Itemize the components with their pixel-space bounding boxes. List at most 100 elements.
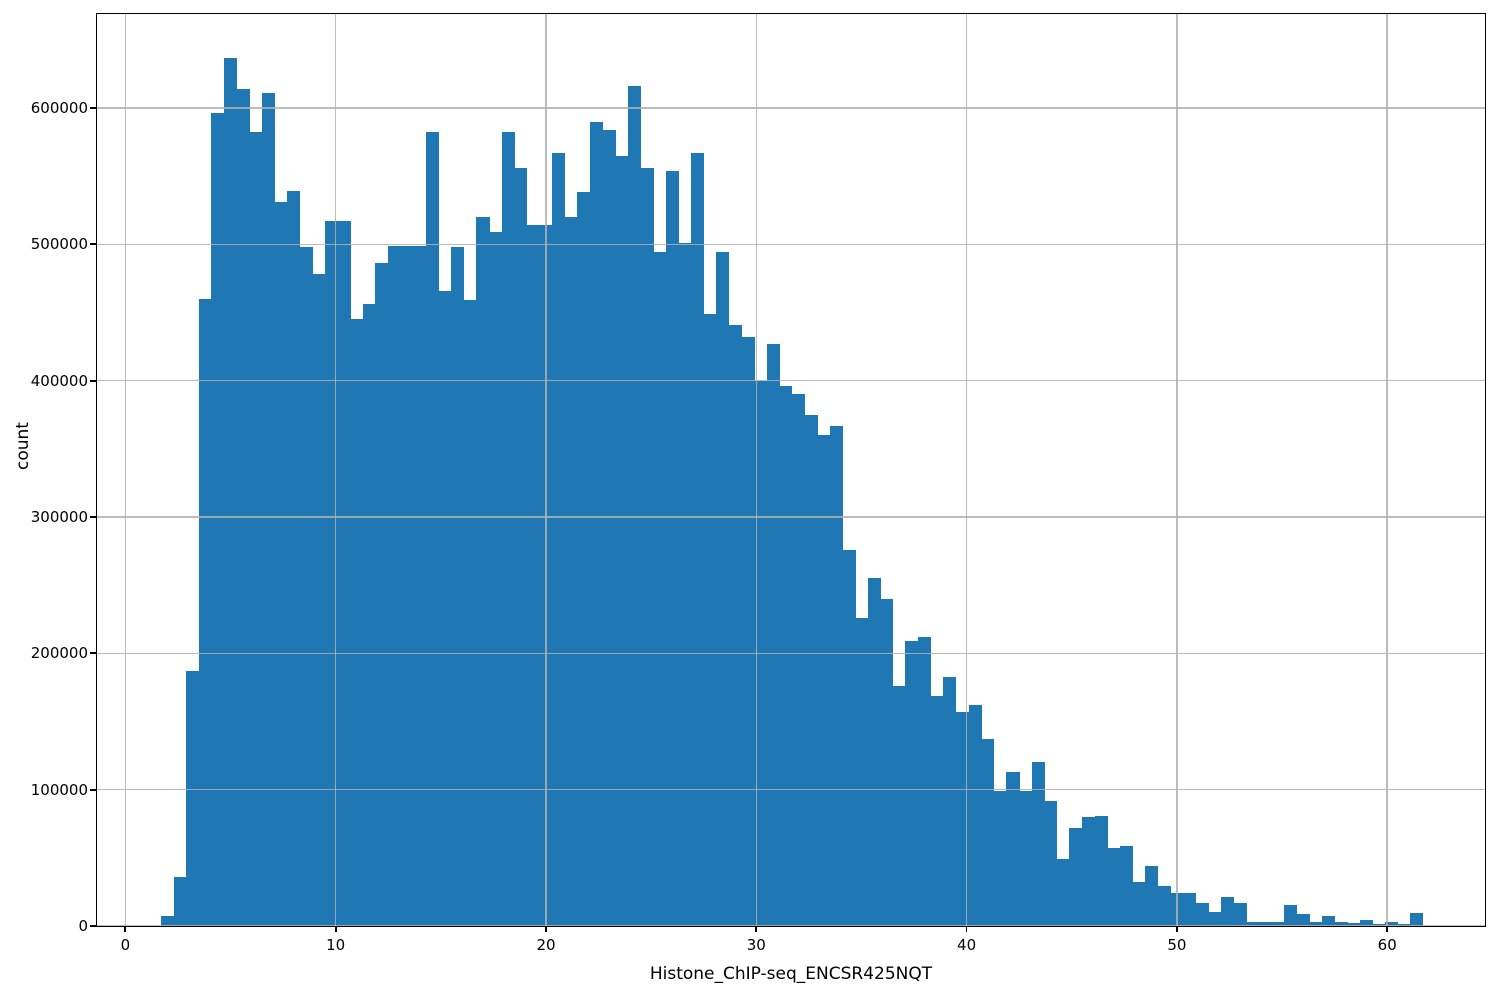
histogram-bar xyxy=(741,337,755,926)
histogram-bar xyxy=(981,739,995,926)
histogram-bar xyxy=(299,247,313,926)
histogram-bar xyxy=(362,304,377,926)
histogram-bar xyxy=(918,636,932,926)
plot-area xyxy=(97,14,1485,927)
y-gridline xyxy=(97,788,1485,791)
histogram-bar xyxy=(324,221,339,926)
histogram-bar xyxy=(867,578,881,926)
histogram-bar xyxy=(1372,923,1386,926)
histogram-bar xyxy=(842,549,856,926)
y-tick-mark xyxy=(90,379,97,382)
histogram-bar xyxy=(211,113,225,926)
y-tick-mark xyxy=(90,516,97,518)
y-tick-label: 300000 xyxy=(30,507,88,526)
histogram-bar xyxy=(261,92,276,926)
histogram-bar xyxy=(678,242,692,926)
histogram-bar xyxy=(817,435,831,926)
x-axis-label: Histone_ChIP-seq_ENCSR425NQT xyxy=(649,964,933,984)
histogram-bar xyxy=(1283,904,1298,926)
histogram-bar xyxy=(173,876,187,926)
histogram-bar xyxy=(1044,800,1058,926)
histogram-bar xyxy=(1321,916,1336,926)
histogram-bar xyxy=(476,217,490,926)
y-gridline xyxy=(97,243,1485,246)
histogram-bar xyxy=(1145,866,1159,926)
histogram-bar xyxy=(1132,882,1146,926)
histogram-bar xyxy=(451,247,465,926)
histogram-bar xyxy=(880,598,894,926)
histogram-bar xyxy=(413,245,427,926)
histogram-bar xyxy=(1056,859,1071,926)
y-gridline xyxy=(97,925,1485,927)
histogram-bar xyxy=(589,121,604,926)
y-tick-mark xyxy=(90,925,97,927)
x-gridline xyxy=(965,14,968,926)
histogram-bar xyxy=(501,132,515,926)
histogram-bar xyxy=(615,155,629,926)
histogram-bar xyxy=(1069,827,1083,926)
histogram-bar xyxy=(1347,923,1361,926)
histogram-bar xyxy=(1107,848,1121,926)
histogram-bar xyxy=(438,290,452,926)
x-tick-mark xyxy=(1176,926,1178,932)
histogram-bar xyxy=(160,916,175,926)
histogram-bar xyxy=(400,245,414,926)
histogram-bar xyxy=(552,152,566,926)
y-tick-label: 0 xyxy=(78,917,88,935)
histogram-bar xyxy=(1183,893,1197,926)
histogram-bar xyxy=(526,225,541,926)
histogram-bar xyxy=(198,298,212,926)
histogram-bar xyxy=(1031,762,1045,926)
histogram-bar xyxy=(249,132,263,926)
histogram-bar xyxy=(425,132,440,926)
histogram-bar xyxy=(854,617,869,926)
histogram-bar xyxy=(1195,902,1209,926)
histogram-bar xyxy=(388,245,402,926)
histogram-bar xyxy=(489,232,503,926)
histogram-bar xyxy=(1258,921,1272,926)
x-tick-label: 0 xyxy=(120,936,131,954)
y-tick-mark xyxy=(90,107,97,109)
x-tick-mark xyxy=(755,926,758,932)
histogram-bar xyxy=(703,313,717,926)
y-tick-mark xyxy=(90,243,97,246)
histogram-bar xyxy=(829,425,843,926)
histogram-bar xyxy=(1271,921,1285,926)
histogram-bar xyxy=(627,86,642,926)
histogram-bar xyxy=(224,57,238,926)
histogram-bar xyxy=(640,167,654,926)
histogram-bar xyxy=(602,129,616,926)
histogram-bar xyxy=(1119,845,1134,926)
y-tick-label: 400000 xyxy=(30,371,88,390)
histogram-bar xyxy=(1157,886,1171,926)
histogram-bar xyxy=(1220,897,1235,926)
histogram-bar xyxy=(716,252,730,926)
histogram-bar xyxy=(779,386,793,926)
x-tick-label: 10 xyxy=(326,936,346,954)
x-tick-mark xyxy=(965,926,968,932)
x-gridline xyxy=(124,14,127,926)
histogram-bar xyxy=(350,319,364,926)
histogram-bar xyxy=(766,343,780,926)
x-tick-label: 40 xyxy=(957,936,977,954)
histogram-bar xyxy=(653,252,667,926)
y-tick-label: 200000 xyxy=(30,644,88,663)
histogram-bar xyxy=(1397,923,1411,926)
histogram-bar xyxy=(930,695,944,926)
histogram-bar xyxy=(1208,912,1222,926)
histogram-bar xyxy=(1296,913,1310,926)
histogram-bar xyxy=(1006,771,1020,926)
x-gridline xyxy=(1176,14,1178,926)
x-tick-mark xyxy=(545,926,547,932)
histogram-bar xyxy=(1359,919,1373,926)
histogram-bar xyxy=(791,394,806,926)
y-tick-mark xyxy=(90,788,97,791)
histogram-bar xyxy=(564,217,578,926)
histogram-bar xyxy=(1410,912,1424,926)
histogram-bar xyxy=(514,167,528,926)
y-gridline xyxy=(97,652,1485,655)
x-gridline xyxy=(334,14,337,926)
histogram-bar xyxy=(1082,816,1096,926)
x-tick-mark xyxy=(1386,926,1389,932)
y-gridline xyxy=(97,516,1485,518)
